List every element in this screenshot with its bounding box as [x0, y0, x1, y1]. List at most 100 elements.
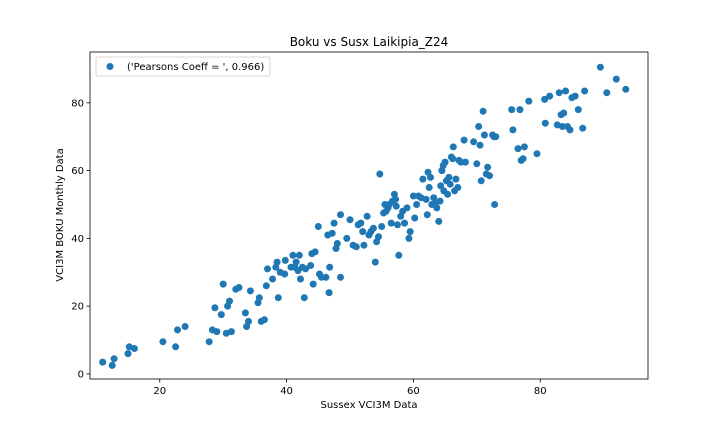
data-point [124, 350, 132, 358]
data-point [392, 195, 400, 203]
data-point [395, 251, 403, 259]
data-point [445, 173, 453, 181]
data-point [470, 138, 478, 146]
data-point [411, 214, 419, 222]
legend: ('Pearsons Coeff = ', 0.966) [95, 56, 271, 77]
data-point [371, 258, 379, 266]
data-point [508, 106, 516, 114]
data-point [302, 265, 310, 273]
data-point [392, 202, 400, 210]
data-point [509, 126, 517, 134]
legend-entry: ('Pearsons Coeff = ', 0.966) [127, 62, 264, 73]
data-point [612, 75, 620, 83]
data-point [172, 343, 180, 351]
data-point [255, 294, 263, 302]
data-point [622, 85, 630, 93]
data-point [425, 184, 433, 191]
data-point [427, 173, 434, 181]
data-point [213, 328, 221, 336]
data-point [330, 219, 338, 227]
legend-box [95, 56, 271, 77]
data-point [519, 155, 527, 163]
y-axis-label: VCI3M BOKU Monthly Data [55, 148, 66, 281]
data-point [174, 326, 181, 334]
data-point [281, 256, 289, 264]
y-axis-ticks: 0 20 40 60 80 [71, 98, 90, 380]
data-point [273, 258, 281, 266]
data-point [322, 273, 330, 281]
data-point [394, 221, 401, 229]
data-point [326, 263, 334, 271]
data-point [516, 106, 524, 114]
data-point [475, 123, 483, 130]
data-point [309, 280, 317, 288]
data-point [357, 219, 365, 227]
data-point [581, 87, 589, 95]
data-point [363, 212, 371, 220]
data-point [422, 195, 430, 203]
data-point [479, 107, 487, 115]
data-point [484, 163, 492, 171]
data-point [406, 228, 414, 236]
data-point [328, 229, 336, 237]
x-tick-label: 80 [534, 386, 547, 397]
data-point [476, 141, 484, 149]
data-point [533, 150, 541, 158]
data-point [403, 204, 411, 212]
data-point [558, 123, 566, 130]
x-axis-label: Sussex VCI3M Data [321, 400, 418, 411]
data-point [525, 97, 533, 105]
data-point [596, 63, 604, 71]
data-point [245, 317, 252, 325]
data-point [311, 248, 319, 256]
data-point [378, 223, 386, 230]
data-point [446, 180, 454, 188]
data-point [289, 251, 297, 259]
data-point [352, 243, 360, 251]
data-point [546, 92, 554, 100]
data-point [205, 338, 213, 346]
data-point [541, 95, 549, 103]
data-point [346, 216, 354, 224]
data-point [99, 358, 107, 366]
data-point [387, 219, 395, 227]
data-point [181, 323, 189, 330]
data-point [566, 126, 574, 134]
data-point [292, 258, 300, 266]
data-point [460, 136, 468, 144]
data-point [217, 311, 225, 319]
data-point [423, 211, 431, 219]
data-point [514, 145, 522, 153]
data-point [343, 234, 351, 242]
data-point [562, 87, 570, 95]
data-point [274, 294, 282, 302]
data-point [241, 309, 249, 317]
data-point [307, 262, 315, 269]
data-point [492, 133, 500, 141]
data-point [314, 223, 322, 230]
data-point [262, 282, 270, 290]
data-point [449, 143, 457, 151]
data-point [333, 240, 341, 247]
data-point [571, 92, 579, 100]
data-points [99, 63, 630, 369]
data-point [461, 158, 469, 166]
data-point [473, 160, 481, 168]
data-point [376, 170, 384, 178]
data-point [375, 233, 382, 241]
data-point [444, 190, 452, 198]
data-point [555, 89, 563, 97]
data-point [260, 316, 268, 324]
data-point [227, 328, 235, 336]
data-point [454, 184, 462, 191]
data-point [269, 275, 277, 283]
data-point [110, 355, 118, 363]
chart-title: Boku vs Susx Laikipia_Z24 [290, 35, 449, 49]
data-point [108, 361, 116, 369]
plot-area-frame [89, 51, 649, 380]
data-point [452, 175, 460, 183]
data-point [130, 345, 138, 352]
data-point [477, 177, 485, 185]
data-point [419, 175, 427, 183]
